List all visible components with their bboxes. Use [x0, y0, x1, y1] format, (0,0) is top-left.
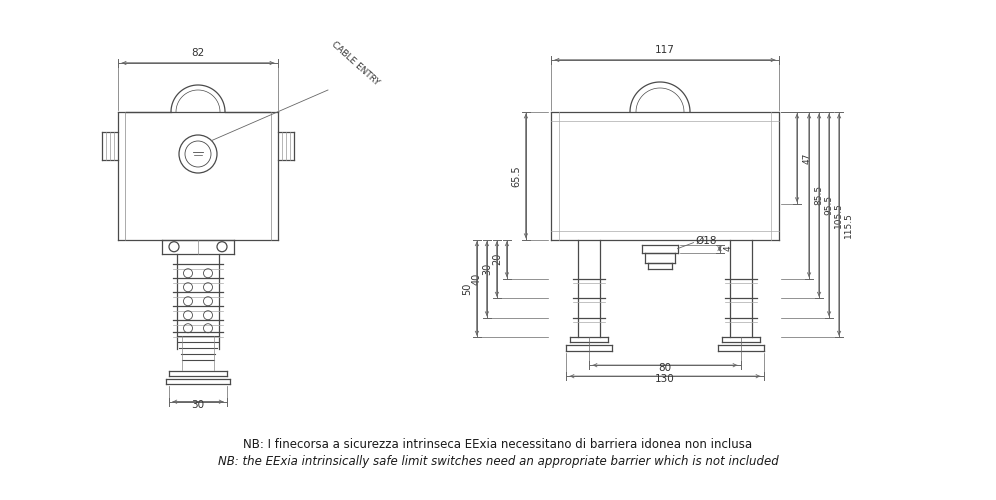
- Text: 95.5: 95.5: [824, 195, 833, 215]
- Text: 30: 30: [191, 400, 204, 409]
- Text: 117: 117: [655, 45, 675, 55]
- Text: NB: the EExia intrinsically safe limit switches need an appropriate barrier whic: NB: the EExia intrinsically safe limit s…: [217, 456, 779, 468]
- Text: CABLE ENTRY: CABLE ENTRY: [330, 40, 381, 87]
- Text: 85.5: 85.5: [814, 186, 823, 206]
- Text: 47: 47: [802, 152, 811, 164]
- Text: Ø18: Ø18: [695, 236, 717, 246]
- Text: 50: 50: [462, 282, 472, 294]
- Text: 4: 4: [723, 246, 732, 252]
- Text: 105.5: 105.5: [834, 202, 843, 228]
- Text: 20: 20: [492, 253, 502, 266]
- Text: 130: 130: [655, 374, 675, 384]
- Text: 115.5: 115.5: [844, 212, 854, 238]
- Text: 40: 40: [472, 272, 482, 285]
- Text: 80: 80: [658, 363, 671, 373]
- Text: NB: I finecorsa a sicurezza intrinseca EExia necessitano di barriera idonea non : NB: I finecorsa a sicurezza intrinseca E…: [243, 438, 753, 452]
- Text: 30: 30: [482, 263, 492, 275]
- Text: 65.5: 65.5: [511, 165, 521, 186]
- Text: 82: 82: [191, 48, 204, 58]
